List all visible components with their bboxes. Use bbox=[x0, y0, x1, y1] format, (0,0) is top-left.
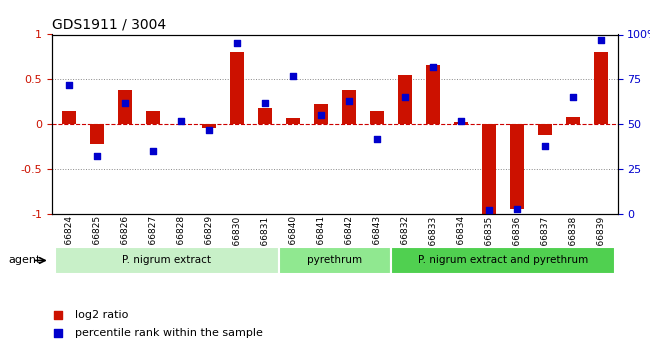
Point bbox=[595, 37, 606, 43]
Bar bbox=[62, 111, 76, 124]
Point bbox=[203, 127, 214, 132]
Bar bbox=[370, 111, 384, 124]
Bar bbox=[118, 90, 132, 124]
Bar bbox=[593, 52, 608, 124]
Point bbox=[287, 73, 298, 79]
Point bbox=[540, 143, 550, 148]
Point bbox=[567, 95, 578, 100]
Bar bbox=[314, 105, 328, 124]
Bar bbox=[566, 117, 580, 124]
Bar bbox=[202, 124, 216, 128]
Point bbox=[484, 208, 494, 213]
Point bbox=[64, 82, 74, 88]
Point bbox=[120, 100, 130, 106]
Point bbox=[231, 41, 242, 46]
Bar bbox=[146, 111, 160, 124]
Point bbox=[92, 154, 102, 159]
Bar bbox=[510, 124, 524, 209]
Point bbox=[176, 118, 186, 124]
Point bbox=[381, 73, 391, 79]
Point bbox=[148, 148, 158, 154]
Bar bbox=[342, 90, 356, 124]
Text: pyrethrum: pyrethrum bbox=[307, 256, 362, 265]
Bar bbox=[426, 65, 440, 124]
Text: P. nigrum extract and pyrethrum: P. nigrum extract and pyrethrum bbox=[417, 256, 588, 265]
Bar bbox=[398, 75, 411, 124]
Point bbox=[372, 136, 382, 141]
Point bbox=[315, 112, 326, 118]
Text: log2 ratio: log2 ratio bbox=[75, 310, 128, 319]
Point bbox=[381, 243, 391, 248]
Point bbox=[456, 118, 466, 124]
Text: percentile rank within the sample: percentile rank within the sample bbox=[75, 328, 263, 338]
Bar bbox=[258, 108, 272, 124]
Bar bbox=[482, 124, 496, 214]
Point bbox=[259, 100, 270, 106]
Text: agent: agent bbox=[9, 256, 41, 265]
Point bbox=[344, 98, 354, 104]
Point bbox=[512, 206, 522, 211]
Bar bbox=[229, 52, 244, 124]
FancyBboxPatch shape bbox=[279, 246, 391, 275]
FancyBboxPatch shape bbox=[55, 246, 279, 275]
Text: P. nigrum extract: P. nigrum extract bbox=[122, 256, 211, 265]
Bar bbox=[538, 124, 552, 135]
Bar bbox=[90, 124, 104, 144]
Point bbox=[400, 95, 410, 100]
Text: GDS1911 / 3004: GDS1911 / 3004 bbox=[52, 18, 166, 32]
FancyBboxPatch shape bbox=[391, 246, 615, 275]
Bar bbox=[454, 122, 468, 124]
Bar bbox=[286, 118, 300, 124]
Point bbox=[428, 64, 438, 70]
